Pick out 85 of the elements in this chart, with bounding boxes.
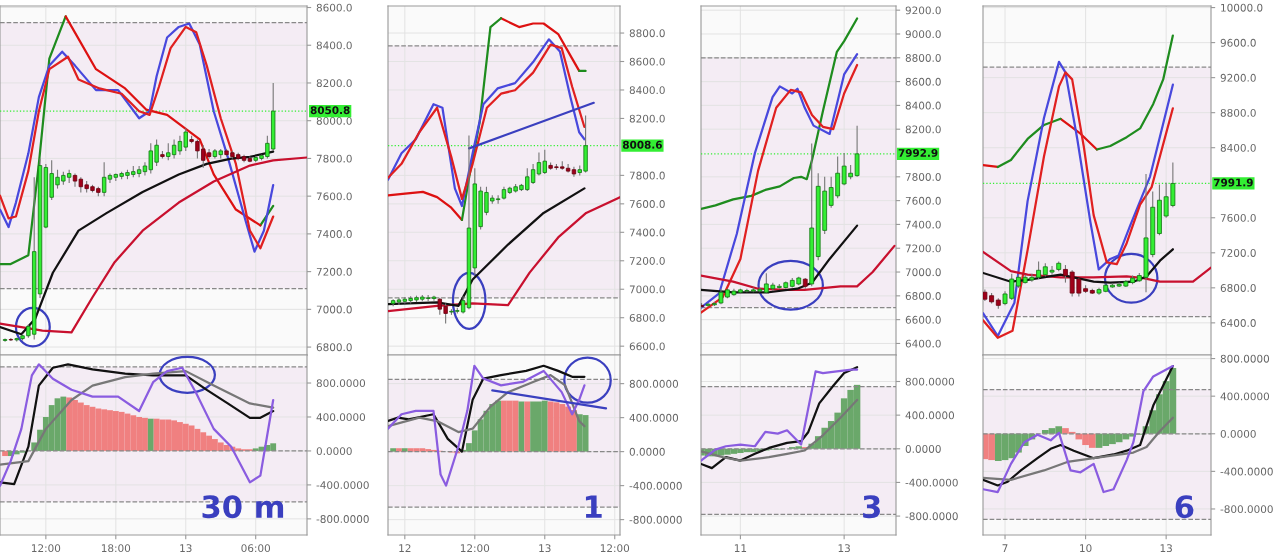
x-tick-label: 13 bbox=[838, 544, 850, 553]
y-tick-label: 8800.0 bbox=[1220, 108, 1256, 117]
y-tick-label: 7200.0 bbox=[316, 267, 352, 276]
y-tick-label: 7800.0 bbox=[905, 173, 941, 181]
y-tick-label: 8200.0 bbox=[316, 79, 352, 88]
y-tick-label: 0.0000 bbox=[629, 447, 665, 456]
y-tick-label: -400.0000 bbox=[905, 478, 958, 487]
y-tick-label: -400.0000 bbox=[316, 481, 369, 490]
x-tick-label: 13 bbox=[1160, 544, 1172, 553]
y-tick-label: 7600.0 bbox=[316, 192, 352, 201]
y-tick-label: 0.0000 bbox=[316, 447, 352, 456]
annotation: 30 m bbox=[202, 495, 284, 519]
x-tick-label: 06:00 bbox=[241, 544, 271, 553]
y-tick-label: 8400.0 bbox=[905, 101, 941, 110]
x-tick-label: 13 bbox=[539, 544, 551, 553]
ref-line-label: 8008.6 bbox=[622, 140, 662, 149]
annotation: 6 bbox=[1175, 495, 1194, 519]
x-tick-label: 12 bbox=[399, 544, 411, 552]
y-tick-label: 0.0000 bbox=[1220, 429, 1256, 438]
y-tick-label: 8400.0 bbox=[629, 86, 665, 95]
y-tick-label: 10000.0 bbox=[1221, 3, 1263, 12]
ref-line-label: 7991.9 bbox=[1213, 178, 1253, 187]
x-tick-label: 18:00 bbox=[101, 544, 131, 553]
y-tick-label: 9000.0 bbox=[905, 30, 941, 39]
y-tick-label: 800.0000 bbox=[316, 379, 366, 388]
ref-line-label: 7992.9 bbox=[898, 148, 938, 157]
y-tick-label: 6800.0 bbox=[316, 343, 352, 352]
y-tick-label: 400.0000 bbox=[629, 413, 679, 422]
x-tick-label: 13 bbox=[180, 544, 192, 553]
y-tick-label: -800.0000 bbox=[1220, 505, 1273, 514]
y-tick-label: 0.0000 bbox=[905, 445, 941, 453]
y-tick-label: 8400.0 bbox=[1220, 143, 1256, 152]
y-tick-label: 8200.0 bbox=[905, 125, 941, 134]
y-tick-label: 9200.0 bbox=[1220, 73, 1256, 82]
y-tick-label: 400.0000 bbox=[905, 411, 955, 420]
y-tick-label: 6800.0 bbox=[1220, 284, 1256, 292]
y-tick-label: 6400.0 bbox=[905, 339, 941, 348]
y-tick-label: -800.0000 bbox=[629, 515, 682, 524]
y-tick-label: 800.0000 bbox=[1220, 354, 1270, 363]
y-tick-label: 6400.0 bbox=[1220, 319, 1256, 327]
y-tick-label: -400.0000 bbox=[1220, 467, 1273, 476]
y-tick-label: 6800.0 bbox=[905, 292, 941, 300]
y-tick-label: -800.0000 bbox=[905, 512, 958, 521]
y-tick-label: 7200.0 bbox=[1220, 249, 1256, 257]
y-tick-label: 7600.0 bbox=[629, 200, 665, 208]
y-tick-label: 8800.0 bbox=[629, 29, 665, 38]
y-tick-label: 800.0000 bbox=[905, 377, 955, 386]
annotation: 1 bbox=[585, 495, 602, 518]
y-tick-label: 8600.0 bbox=[316, 3, 352, 12]
y-tick-label: 7800.0 bbox=[629, 171, 665, 180]
y-tick-label: 800.0000 bbox=[629, 379, 679, 388]
x-tick-label: 11 bbox=[734, 544, 747, 552]
y-tick-label: 7200.0 bbox=[629, 257, 665, 265]
y-tick-label: 7800.0 bbox=[316, 154, 352, 163]
y-tick-label: 8200.0 bbox=[629, 114, 665, 123]
y-tick-label: 8600.0 bbox=[629, 57, 665, 66]
ref-line-label: 8050.8 bbox=[310, 106, 350, 115]
x-tick-label: 10 bbox=[1080, 544, 1092, 553]
y-tick-label: 7000.0 bbox=[316, 305, 352, 314]
y-tick-label: 400.0000 bbox=[316, 413, 366, 422]
y-tick-label: 7400.0 bbox=[316, 230, 352, 238]
y-tick-label: 7400.0 bbox=[629, 228, 665, 237]
y-tick-label: 8800.0 bbox=[905, 54, 941, 62]
y-tick-label: 9200.0 bbox=[905, 6, 941, 15]
y-tick-label: 400.0000 bbox=[1220, 392, 1270, 401]
y-tick-label: 6600.0 bbox=[905, 315, 941, 324]
x-tick-label: 12:00 bbox=[460, 544, 490, 553]
y-tick-label: 7600.0 bbox=[1220, 213, 1256, 222]
y-tick-label: 7400.0 bbox=[905, 220, 941, 229]
y-tick-label: 7200.0 bbox=[905, 244, 941, 253]
annotation: 3 bbox=[863, 495, 880, 519]
y-tick-label: 8000.0 bbox=[316, 116, 352, 125]
y-tick-label: -400.0000 bbox=[629, 481, 682, 490]
y-tick-label: 9600.0 bbox=[1220, 38, 1256, 47]
y-tick-label: 8400.0 bbox=[316, 41, 352, 50]
y-tick-label: -800.0000 bbox=[316, 515, 369, 523]
y-tick-label: 6800.0 bbox=[629, 313, 665, 322]
x-tick-label: 12:00 bbox=[600, 544, 630, 553]
x-tick-label: 12:00 bbox=[31, 544, 61, 553]
y-tick-label: 7600.0 bbox=[905, 196, 941, 205]
y-tick-label: 6600.0 bbox=[629, 342, 665, 351]
x-tick-label: 7 bbox=[1002, 544, 1008, 552]
y-tick-label: 7000.0 bbox=[629, 285, 665, 294]
y-tick-label: 7000.0 bbox=[905, 268, 941, 277]
y-tick-label: 8600.0 bbox=[905, 77, 941, 86]
